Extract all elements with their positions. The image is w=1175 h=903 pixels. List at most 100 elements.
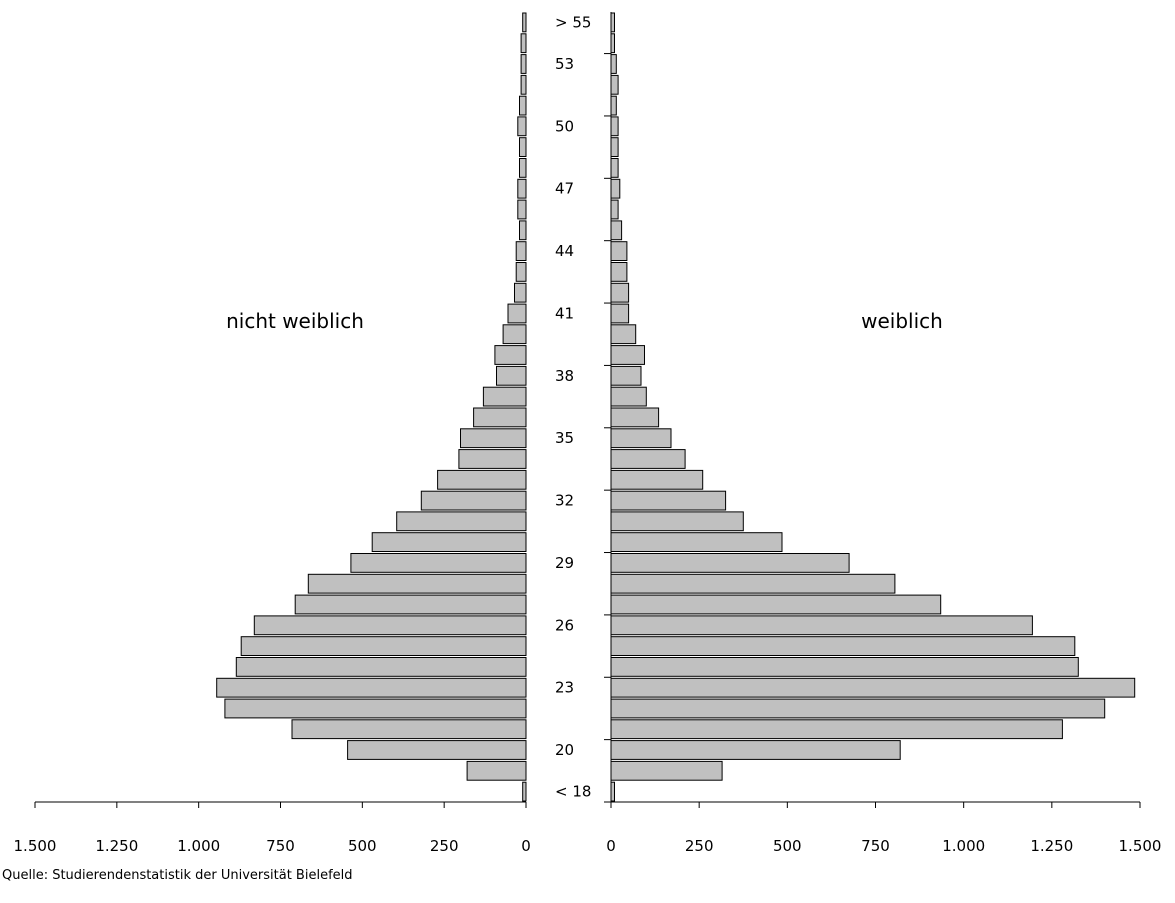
bar-weiblich-30 [610, 158, 619, 178]
bar-nicht-weiblich-5 [216, 677, 527, 698]
x-tick-label-right: 1.250 [1030, 837, 1073, 855]
bar-nicht-weiblich-31 [519, 137, 527, 157]
bar-weiblich-16 [610, 449, 686, 469]
bar-weiblich-2 [610, 740, 901, 760]
x-tick-label-right: 250 [685, 837, 714, 855]
bar-weiblich-17 [610, 428, 672, 449]
x-tick-label-left: 500 [348, 837, 377, 855]
bar-nicht-weiblich-9 [294, 594, 527, 615]
bar-nicht-weiblich-27 [519, 220, 527, 241]
bar-nicht-weiblich-20 [496, 365, 527, 386]
bar-nicht-weiblich-24 [514, 282, 527, 303]
bar-nicht-weiblich-23 [507, 303, 527, 324]
tick-labels: 1.500 1.250 1.000 750 500 250 0 0 250 500 750 1.000… [14, 837, 1162, 855]
bar-nicht-weiblich-17 [460, 428, 527, 449]
bar-weiblich-34 [610, 74, 619, 95]
right-series-label: weiblich [861, 309, 943, 333]
age-label: 26 [555, 616, 574, 634]
bar-nicht-weiblich-32 [517, 116, 527, 137]
bar-nicht-weiblich-14 [420, 490, 527, 511]
bar-nicht-weiblich-29 [517, 178, 527, 199]
age-label: 32 [555, 492, 574, 510]
bar-nicht-weiblich-37 [522, 12, 527, 33]
age-label: 35 [555, 429, 574, 447]
age-label: 23 [555, 679, 574, 697]
bar-weiblich-3 [610, 719, 1063, 740]
x-tick-label-left: 0 [521, 837, 531, 855]
bar-nicht-weiblich-26 [515, 241, 527, 261]
bar-weiblich-5 [610, 677, 1136, 698]
bar-nicht-weiblich-28 [517, 199, 527, 220]
bar-nicht-weiblich-12 [371, 532, 527, 553]
bar-weiblich-4 [610, 698, 1106, 719]
bar-nicht-weiblich-22 [502, 324, 527, 345]
age-label: > 55 [555, 13, 591, 31]
bar-nicht-weiblich-13 [396, 511, 527, 532]
x-tick-label-left: 750 [266, 837, 295, 855]
left-series-label: nicht weiblich [226, 309, 364, 333]
bar-nicht-weiblich-30 [519, 158, 527, 178]
bar-nicht-weiblich-16 [458, 449, 527, 469]
bar-weiblich-27 [610, 220, 623, 241]
bar-nicht-weiblich-11 [350, 553, 527, 573]
bar-weiblich-29 [610, 178, 621, 199]
bar-weiblich-11 [610, 553, 850, 573]
x-tick-label-left: 1.500 [14, 837, 57, 855]
axes [34, 12, 1141, 808]
bar-nicht-weiblich-35 [520, 54, 527, 74]
bar-nicht-weiblich-18 [473, 407, 527, 428]
bar-nicht-weiblich-1 [466, 760, 527, 781]
bar-weiblich-10 [610, 573, 896, 594]
age-label: 38 [555, 367, 574, 385]
age-label: < 18 [555, 783, 591, 801]
bar-weiblich-28 [610, 199, 619, 220]
right-bars [610, 12, 1136, 802]
bar-nicht-weiblich-19 [482, 386, 527, 407]
bar-weiblich-19 [610, 386, 647, 407]
x-tick-label-right: 0 [606, 837, 616, 855]
bar-nicht-weiblich-4 [224, 698, 527, 719]
bar-weiblich-32 [610, 116, 619, 137]
age-label: 50 [555, 117, 574, 135]
bar-nicht-weiblich-0 [522, 781, 527, 802]
bar-weiblich-8 [610, 615, 1033, 636]
bar-nicht-weiblich-15 [437, 469, 527, 490]
source-note: Quelle: Studierendenstatistik der Univer… [2, 868, 353, 883]
bar-nicht-weiblich-21 [494, 345, 527, 365]
bar-weiblich-31 [610, 137, 619, 157]
bar-weiblich-37 [610, 12, 615, 33]
bar-weiblich-7 [610, 636, 1076, 657]
x-tick-label-left: 1.000 [177, 837, 220, 855]
bar-nicht-weiblich-6 [235, 657, 527, 677]
age-label: 29 [555, 554, 574, 572]
bar-weiblich-25 [610, 262, 628, 282]
x-tick-label-right: 1.500 [1119, 837, 1162, 855]
bar-weiblich-9 [610, 594, 942, 615]
age-label: 53 [555, 55, 574, 73]
bar-nicht-weiblich-8 [253, 615, 527, 636]
bar-weiblich-18 [610, 407, 660, 428]
bar-nicht-weiblich-10 [307, 573, 527, 594]
bar-weiblich-1 [610, 760, 723, 781]
bar-weiblich-36 [610, 33, 615, 54]
bar-weiblich-33 [610, 95, 617, 116]
bar-weiblich-22 [610, 324, 637, 345]
age-label: 47 [555, 180, 574, 198]
bar-weiblich-24 [610, 282, 630, 303]
bar-weiblich-20 [610, 365, 642, 386]
bar-weiblich-21 [610, 345, 645, 365]
bar-weiblich-13 [610, 511, 744, 532]
bar-weiblich-12 [610, 532, 783, 553]
bar-nicht-weiblich-3 [291, 719, 527, 740]
x-tick-label-right: 1.000 [942, 837, 985, 855]
age-label: 41 [555, 304, 574, 322]
bar-weiblich-26 [610, 241, 628, 261]
left-bars [216, 12, 527, 802]
x-tick-label-right: 500 [773, 837, 802, 855]
bar-nicht-weiblich-2 [347, 740, 527, 760]
x-tick-label-right: 750 [861, 837, 890, 855]
bar-weiblich-15 [610, 469, 704, 490]
bar-weiblich-23 [610, 303, 630, 324]
bar-nicht-weiblich-34 [520, 74, 527, 95]
